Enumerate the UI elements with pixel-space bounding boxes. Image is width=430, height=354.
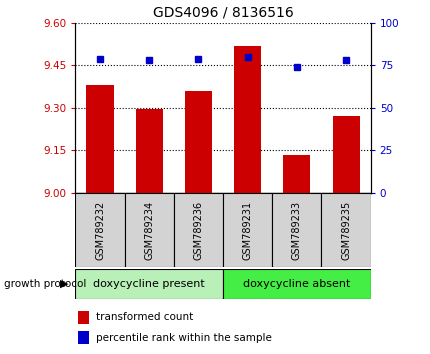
Bar bbox=[184, 91, 212, 193]
Bar bbox=[223, 269, 370, 299]
Text: GSM789231: GSM789231 bbox=[242, 200, 252, 260]
Bar bbox=[332, 116, 359, 193]
Bar bbox=[223, 193, 272, 267]
Text: ▶: ▶ bbox=[60, 279, 69, 289]
Bar bbox=[173, 193, 223, 267]
Bar bbox=[78, 331, 89, 344]
Bar bbox=[78, 311, 89, 324]
Text: GSM789236: GSM789236 bbox=[193, 200, 203, 260]
Text: GSM789234: GSM789234 bbox=[144, 200, 154, 260]
Text: GSM789235: GSM789235 bbox=[340, 200, 350, 260]
Bar bbox=[75, 193, 124, 267]
Text: doxycycline present: doxycycline present bbox=[93, 279, 205, 289]
Text: GSM789233: GSM789233 bbox=[291, 200, 301, 260]
Bar bbox=[86, 85, 113, 193]
Bar bbox=[124, 193, 173, 267]
Text: growth protocol: growth protocol bbox=[4, 279, 86, 289]
Bar bbox=[321, 193, 370, 267]
Bar bbox=[233, 46, 261, 193]
Bar bbox=[135, 109, 163, 193]
Bar bbox=[283, 155, 310, 193]
Text: transformed count: transformed count bbox=[96, 312, 193, 322]
Bar bbox=[75, 269, 223, 299]
Bar bbox=[272, 193, 321, 267]
Text: GSM789232: GSM789232 bbox=[95, 200, 105, 260]
Text: percentile rank within the sample: percentile rank within the sample bbox=[96, 332, 271, 343]
Title: GDS4096 / 8136516: GDS4096 / 8136516 bbox=[152, 5, 293, 19]
Text: doxycycline absent: doxycycline absent bbox=[243, 279, 350, 289]
